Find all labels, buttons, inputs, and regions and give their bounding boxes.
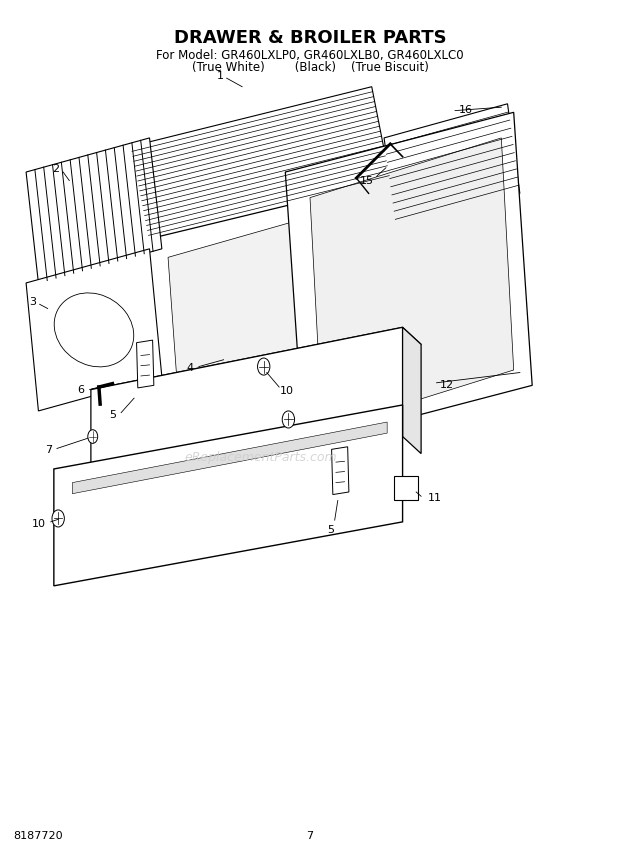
Text: 8187720: 8187720	[14, 831, 63, 841]
Circle shape	[257, 358, 270, 375]
Text: (True White)        (Black)    (True Biscuit): (True White) (Black) (True Biscuit)	[192, 62, 428, 74]
Text: 7: 7	[45, 445, 52, 455]
Text: 11: 11	[428, 493, 441, 503]
Text: 12: 12	[440, 380, 454, 390]
Polygon shape	[384, 104, 520, 228]
Circle shape	[282, 411, 294, 428]
Polygon shape	[54, 405, 402, 586]
Polygon shape	[136, 340, 154, 388]
Text: 5: 5	[109, 410, 116, 420]
Text: 16: 16	[459, 104, 473, 115]
Polygon shape	[143, 181, 409, 445]
Polygon shape	[310, 138, 514, 430]
Text: 5: 5	[327, 526, 334, 535]
Polygon shape	[168, 198, 390, 428]
Text: 1: 1	[217, 71, 224, 81]
Text: 10: 10	[32, 519, 45, 528]
Text: DRAWER & BROILER PARTS: DRAWER & BROILER PARTS	[174, 29, 446, 47]
Text: 4: 4	[186, 363, 193, 373]
Polygon shape	[91, 327, 402, 499]
Text: For Model: GR460LXLP0, GR460LXLB0, GR460LXLC0: For Model: GR460LXLP0, GR460LXLB0, GR460…	[156, 49, 464, 62]
Circle shape	[88, 430, 98, 443]
FancyBboxPatch shape	[394, 476, 418, 500]
Polygon shape	[26, 249, 162, 411]
Text: eReplacementParts.com: eReplacementParts.com	[184, 451, 337, 464]
Polygon shape	[91, 327, 421, 407]
Polygon shape	[402, 327, 421, 454]
Text: 10: 10	[280, 386, 293, 396]
Polygon shape	[332, 447, 349, 495]
Polygon shape	[131, 86, 390, 241]
Circle shape	[52, 510, 64, 527]
Text: 6: 6	[77, 384, 84, 395]
Text: 15: 15	[360, 175, 374, 186]
Text: 7: 7	[306, 831, 314, 841]
Polygon shape	[73, 422, 387, 494]
Text: 2: 2	[52, 164, 60, 175]
Polygon shape	[26, 138, 162, 283]
Polygon shape	[285, 112, 532, 445]
Text: 3: 3	[29, 297, 36, 306]
